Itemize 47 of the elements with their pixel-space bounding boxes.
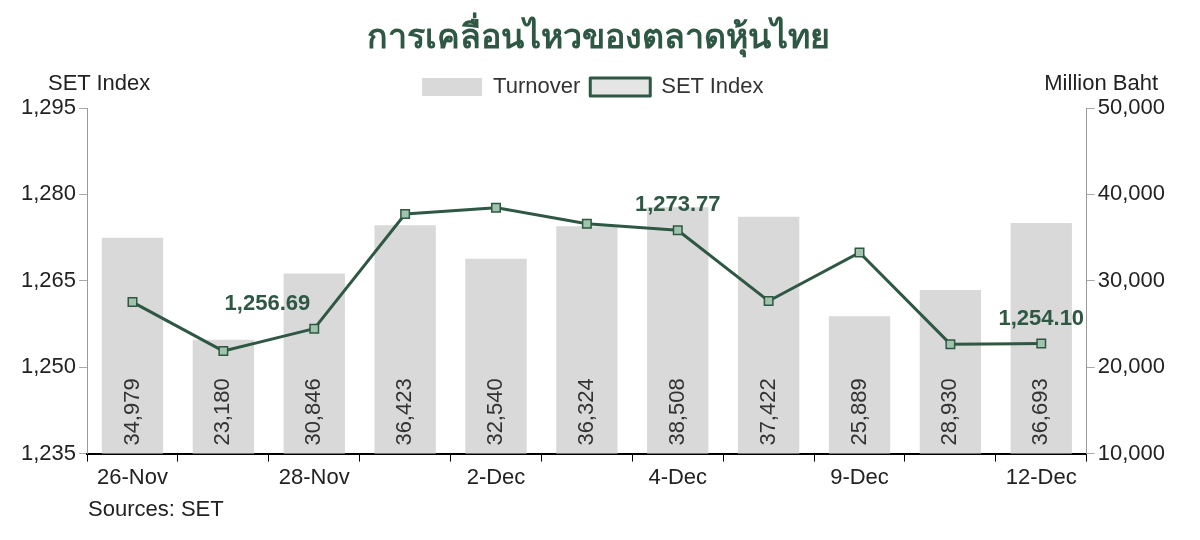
data-label: 1,254.10 bbox=[998, 304, 1085, 330]
legend-label: SET Index bbox=[661, 73, 764, 99]
x-tick-label: 4-Dec bbox=[648, 463, 708, 489]
y-tick-label: 1,295 bbox=[20, 94, 77, 120]
data-label: 36,423 bbox=[391, 378, 417, 446]
data-label: 28,930 bbox=[936, 378, 962, 446]
x-tick-label: 9-Dec bbox=[830, 463, 889, 489]
point bbox=[127, 297, 138, 308]
y2-tick-label: 40,000 bbox=[1097, 180, 1166, 206]
data-label: 30,846 bbox=[300, 378, 326, 446]
point bbox=[854, 247, 865, 258]
legend-label: Turnover bbox=[493, 73, 581, 99]
y2-tick-label: 50,000 bbox=[1097, 94, 1166, 120]
y-tick-label: 1,280 bbox=[20, 180, 77, 206]
data-label: 32,540 bbox=[482, 378, 508, 446]
y-tick-label: 1,250 bbox=[20, 353, 77, 379]
point bbox=[400, 208, 411, 219]
y2-tick-label: 30,000 bbox=[1097, 266, 1166, 292]
x-tick-label: 12-Dec bbox=[1005, 463, 1077, 489]
y-tick-label: 1,265 bbox=[20, 266, 77, 292]
x-tick-label: 28-Nov bbox=[278, 463, 350, 489]
x-tick-label: 26-Nov bbox=[97, 463, 168, 489]
data-label: 23,180 bbox=[209, 378, 235, 446]
point bbox=[218, 346, 229, 357]
data-label: 1,256.69 bbox=[224, 289, 311, 315]
data-label: 36,324 bbox=[572, 378, 598, 446]
point bbox=[1036, 338, 1047, 349]
data-label: 1,273.77 bbox=[634, 191, 721, 217]
x-tick-label: 2-Dec bbox=[466, 463, 526, 489]
data-label: 38,508 bbox=[663, 378, 689, 446]
data-label: 36,693 bbox=[1027, 378, 1053, 446]
point bbox=[672, 225, 683, 236]
y-axis-title: SET Index bbox=[48, 70, 151, 96]
source-note: Sources: SET bbox=[88, 496, 224, 522]
chart-title: การเคลื่อนไหวของตลาดหุ้นไทย bbox=[365, 11, 831, 60]
point bbox=[581, 218, 592, 229]
data-label: 34,979 bbox=[118, 378, 144, 446]
point bbox=[945, 339, 956, 350]
point bbox=[763, 295, 774, 306]
point bbox=[491, 202, 501, 213]
y2-tick-label: 10,000 bbox=[1097, 439, 1166, 465]
data-label: 25,889 bbox=[845, 378, 871, 446]
point bbox=[309, 323, 320, 334]
data-label: 37,422 bbox=[754, 378, 780, 446]
y2-tick-label: 20,000 bbox=[1097, 353, 1166, 379]
y2-axis-title: Million Baht bbox=[1044, 70, 1158, 96]
y-tick-label: 1,235 bbox=[20, 439, 77, 465]
